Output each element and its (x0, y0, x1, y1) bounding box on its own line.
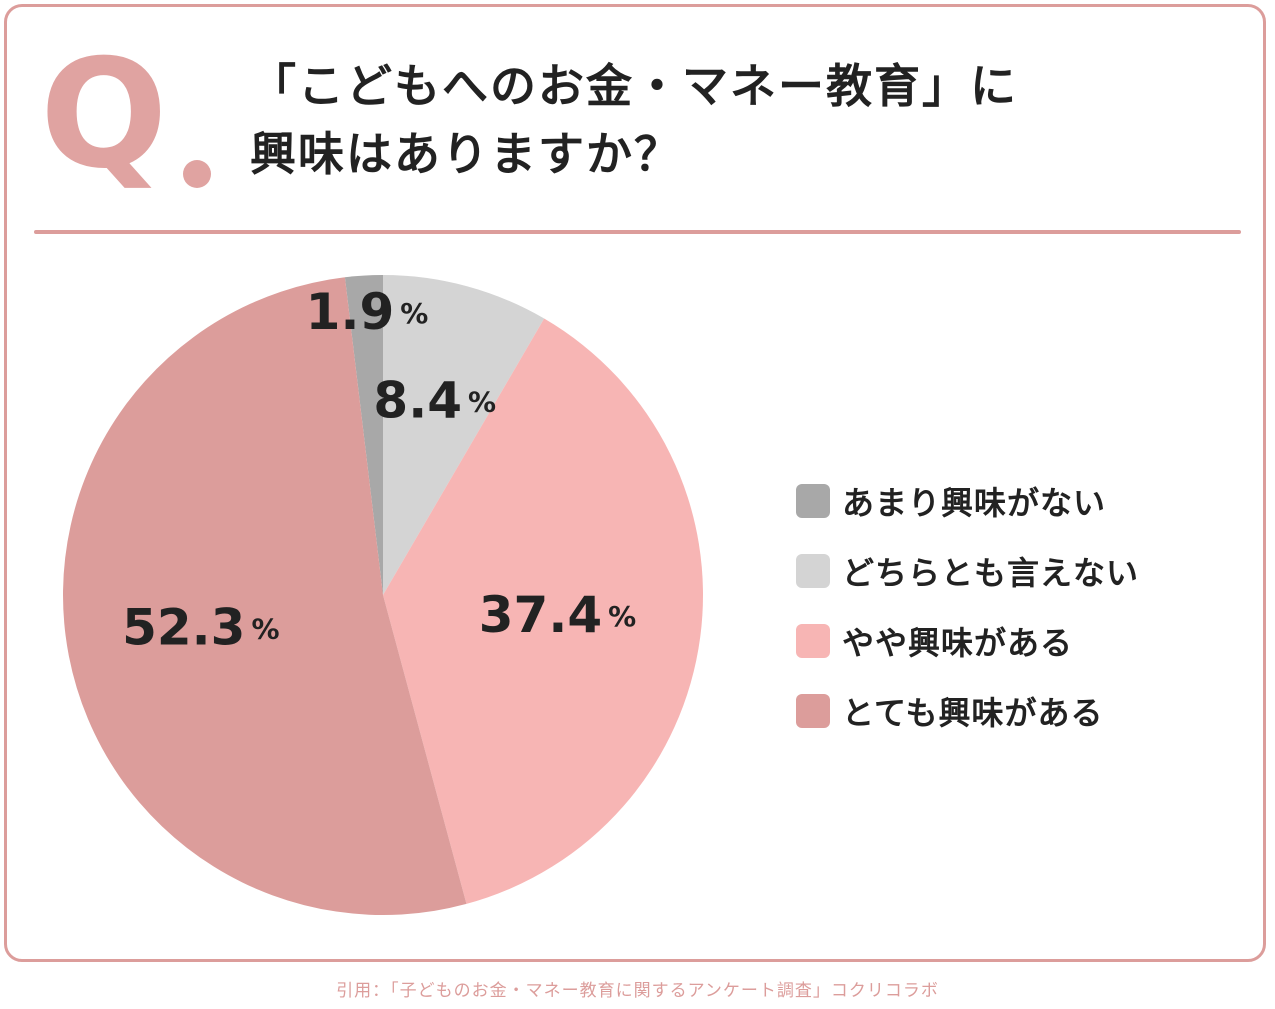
legend-swatch (796, 554, 830, 588)
legend-swatch (796, 624, 830, 658)
pie-data-label-unit: % (251, 612, 279, 645)
pie-data-label-value: 8.4 (373, 371, 462, 429)
legend-swatch (796, 694, 830, 728)
pie-data-label: 1.9% (306, 283, 429, 341)
pie-data-label: 8.4% (373, 371, 496, 429)
pie-slices (63, 275, 703, 915)
chart-legend: あまり興味がない どちらとも言えない やや興味がある とても興味がある (796, 466, 1139, 746)
pie-data-labels: 1.9 %8.4 %37.4 %52.3% (122, 283, 636, 656)
legend-label: あまり興味がない (842, 484, 1107, 522)
pie-data-label-unit: % (608, 600, 636, 633)
slice-not-very-interested (344, 275, 383, 595)
legend-label: とても興味がある (842, 694, 1104, 732)
legend-item-somewhat-interested: やや興味がある (796, 606, 1139, 676)
question-title: 「こどもへのお金・マネー教育」に 興味はありますか？ (250, 52, 1240, 188)
pie-data-label-unit: % (468, 385, 496, 418)
source-citation: 引用：「子どものお金・マネー教育に関するアンケート調査」コクリコラボ (336, 981, 939, 1001)
legend-item-very-interested: とても興味がある (796, 676, 1139, 746)
question-mark-q: Q (40, 28, 168, 202)
legend-swatch (796, 484, 830, 518)
legend-label: やや興味がある (842, 624, 1074, 662)
legend-item-not-very-interested: あまり興味がない (796, 466, 1139, 536)
pie-data-label: 37.4% (479, 586, 636, 644)
question-dot (183, 160, 211, 188)
question-title-line2: 興味はありますか？ (250, 127, 682, 181)
pie-data-label-value: 37.4 (479, 586, 602, 644)
legend-item-neutral: どちらとも言えない (796, 536, 1139, 606)
pie-data-label-value: 52.3 (122, 598, 245, 656)
slice-neutral (383, 275, 545, 595)
card-frame (4, 4, 1266, 962)
pie-data-label-unit: % (400, 297, 428, 330)
legend-label: どちらとも言えない (842, 554, 1140, 592)
slice-very-interested (63, 277, 467, 915)
question-title-line1: 「こどもへのお金・マネー教育」に (250, 59, 1018, 113)
title-divider (34, 230, 1241, 234)
pie-data-label-value: 1.9 (306, 283, 395, 341)
slice-somewhat-interested (383, 318, 703, 904)
pie-data-label: 52.3% (122, 598, 279, 656)
